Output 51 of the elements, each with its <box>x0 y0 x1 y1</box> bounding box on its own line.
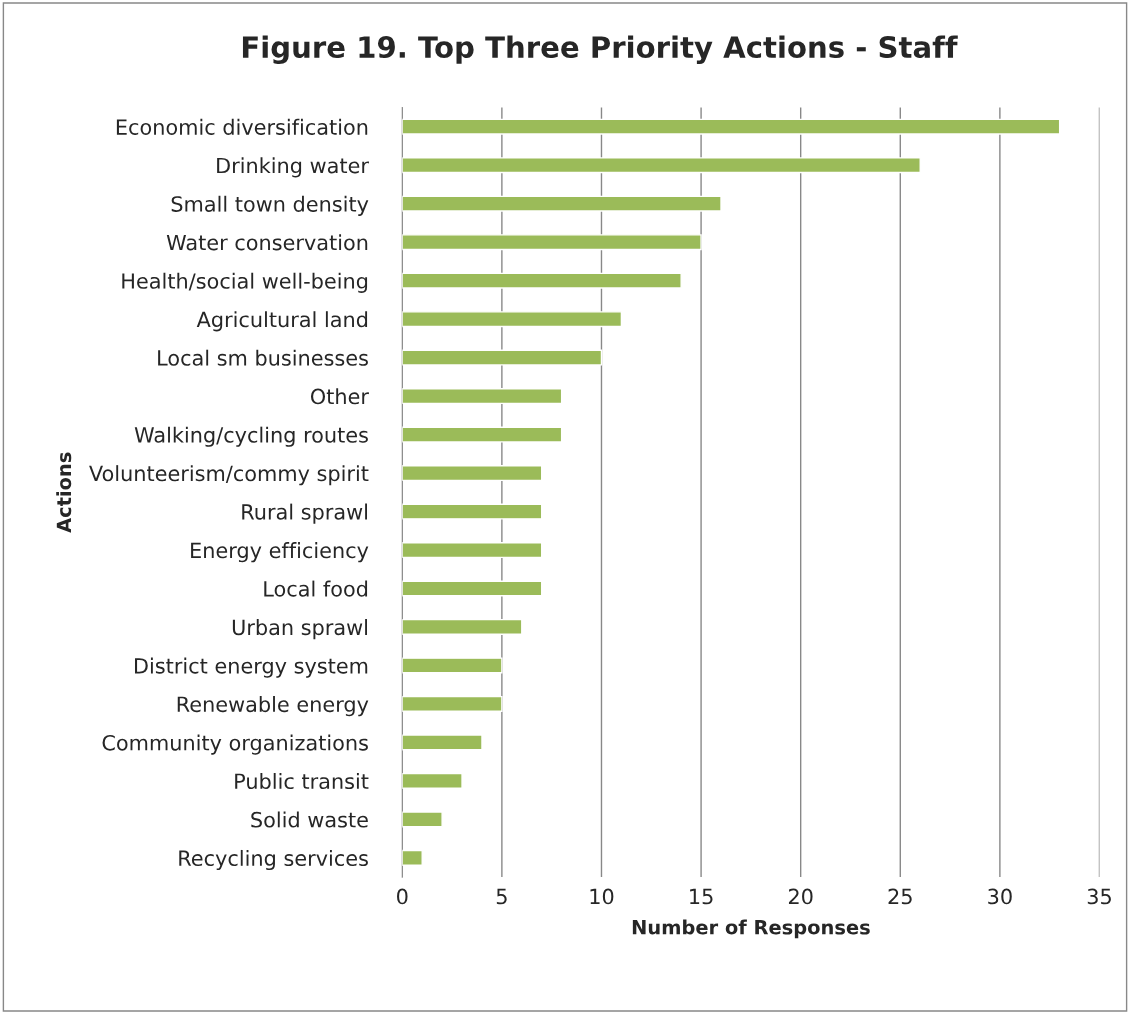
x-tick-label: 5 <box>496 888 507 905</box>
y-tick-label: Community organizations <box>102 734 368 755</box>
y-tick-label: Recycling services <box>179 849 368 871</box>
y-tick-label: Public transit <box>235 772 369 790</box>
y-tick-label: Energy efficiency <box>191 542 369 563</box>
y-tick-label: Volunteerism/commy spirit <box>89 465 369 486</box>
y-tick-label: Walking/cycling routes <box>134 426 368 447</box>
bar <box>402 118 1061 135</box>
bar <box>402 426 563 443</box>
bar <box>402 465 543 482</box>
bar <box>402 772 463 789</box>
x-axis-title: Number of Responses <box>632 919 870 939</box>
y-tick-label: Small town density <box>171 195 369 216</box>
bar <box>402 311 623 328</box>
x-tick-label: 30 <box>988 888 1012 905</box>
y-tick-label: Other <box>310 388 369 405</box>
y-tick-label: Rural sprawl <box>242 503 367 524</box>
y-tick-label: Urban sprawl <box>232 619 367 640</box>
bar <box>402 657 503 674</box>
bar <box>402 618 523 635</box>
bar <box>402 580 543 597</box>
bar <box>402 272 682 289</box>
y-tick-label: Local sm businesses <box>158 349 368 366</box>
x-tick-label: 15 <box>690 888 713 905</box>
bar <box>402 695 503 712</box>
bar <box>402 503 543 520</box>
y-tick-label: Local food <box>264 580 368 597</box>
chart-title: Figure 19. Top Three Priority Actions - Staff <box>242 35 958 64</box>
bar <box>402 195 722 212</box>
x-tick-label: 10 <box>590 888 614 905</box>
x-tick-label: 35 <box>1087 888 1111 905</box>
y-tick-label: Water conservation <box>166 234 368 251</box>
bar <box>402 734 483 751</box>
y-tick-label: Economic diversification <box>116 118 368 135</box>
x-tick-label: 25 <box>888 888 912 905</box>
y-tick-label: District energy system <box>135 657 368 678</box>
y-tick-label: Health/social well-being <box>122 272 368 293</box>
bar <box>402 388 563 405</box>
y-tick-label: Renewable energy <box>177 696 369 717</box>
bar <box>402 811 443 828</box>
bar <box>402 849 423 866</box>
bar <box>402 349 603 366</box>
y-tick-label: Agricultural land <box>196 311 368 332</box>
bar <box>402 234 702 251</box>
y-tick-label: Drinking water <box>217 157 369 178</box>
y-tick-label: Solid waste <box>251 811 368 828</box>
bar <box>402 542 543 559</box>
x-tick-label: 0 <box>397 888 408 905</box>
y-axis-title: Actions <box>56 452 72 533</box>
x-tick-label: 20 <box>788 888 813 905</box>
bar <box>402 157 921 174</box>
